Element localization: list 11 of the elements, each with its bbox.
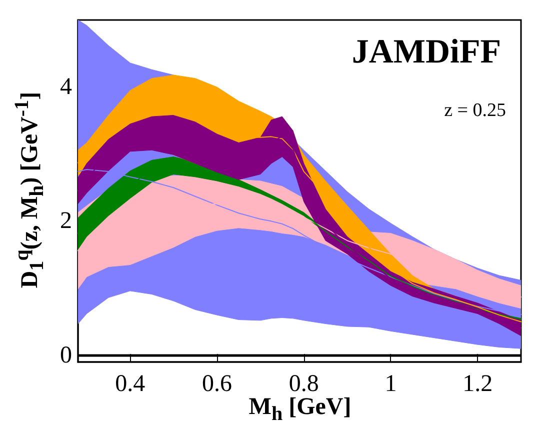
x-axis-title: M$_{h}$ [GeV] — [248, 394, 352, 426]
x-tick-label: 0.6 — [202, 371, 232, 397]
chart-title: JAMDiFF — [352, 34, 502, 70]
y-tick-label: 0 — [60, 342, 72, 368]
x-tick-label: 1 — [384, 371, 397, 397]
x-tick-label: 1.2 — [462, 371, 493, 397]
x-tick-label: 0.8 — [288, 371, 319, 397]
x-tick-label: 0.4 — [115, 371, 146, 397]
y-tick-label: 4 — [60, 74, 72, 100]
y-tick-label: 2 — [60, 208, 72, 234]
annotation: z = 0.25 — [444, 100, 506, 122]
